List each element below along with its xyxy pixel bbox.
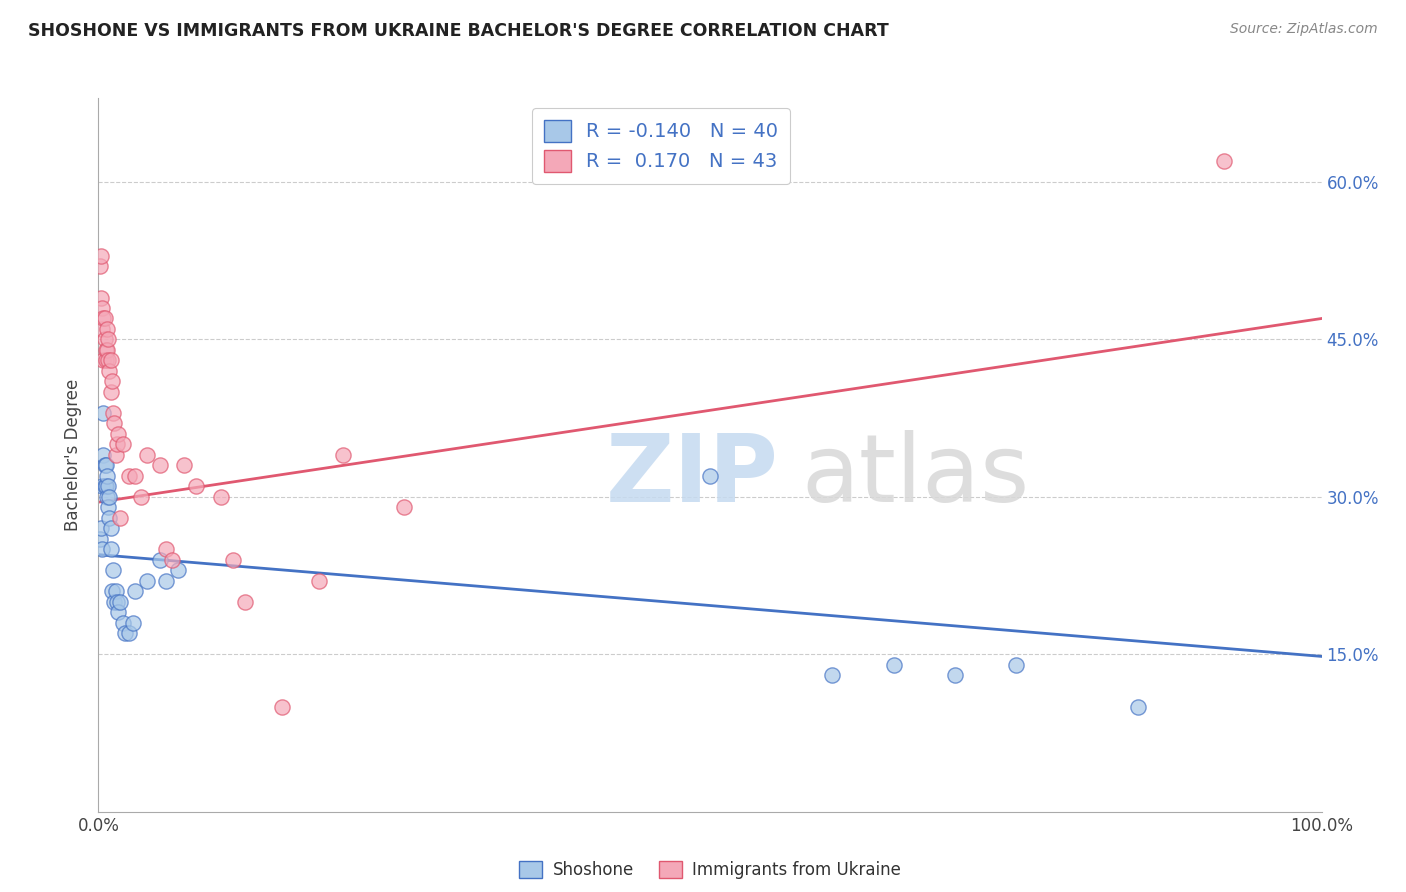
Point [883, 657, 905, 672]
Point [233, 595, 256, 609]
Legend: Shoshone, Immigrants from Ukraine: Shoshone, Immigrants from Ukraine [512, 854, 908, 886]
Point [111, 437, 134, 451]
Point [89, 259, 111, 273]
Point [124, 584, 146, 599]
Point [1212, 154, 1234, 169]
Point [121, 615, 143, 630]
Point [222, 553, 245, 567]
Point [155, 574, 177, 588]
Point [118, 469, 141, 483]
Point [149, 553, 172, 567]
Point [91, 353, 114, 368]
Point [100, 353, 122, 368]
Point [96, 490, 118, 504]
Point [96, 322, 118, 336]
Point [118, 626, 141, 640]
Point [91, 542, 114, 557]
Point [149, 458, 172, 473]
Text: atlas: atlas [801, 430, 1031, 523]
Point [332, 448, 354, 462]
Point [308, 574, 330, 588]
Point [1128, 699, 1150, 714]
Point [270, 699, 294, 714]
Point [96, 469, 118, 483]
Point [91, 301, 114, 315]
Point [124, 469, 146, 483]
Point [97, 479, 120, 493]
Point [90, 248, 112, 262]
Point [94, 479, 117, 493]
Text: ZIP: ZIP [606, 430, 779, 523]
Point [91, 322, 114, 336]
Point [392, 500, 416, 515]
Point [94, 343, 117, 357]
Point [100, 542, 122, 557]
Point [96, 343, 118, 357]
Point [91, 448, 114, 462]
Point [91, 479, 114, 493]
Point [136, 574, 159, 588]
Point [136, 448, 159, 462]
Point [103, 417, 125, 431]
Point [1004, 657, 1026, 672]
Point [93, 479, 115, 493]
Point [97, 353, 120, 368]
Point [129, 490, 152, 504]
Point [101, 563, 124, 577]
Point [101, 584, 124, 599]
Point [167, 563, 190, 577]
Point [101, 375, 124, 389]
Point [186, 479, 208, 493]
Point [98, 364, 121, 378]
Point [91, 311, 114, 326]
Point [107, 426, 129, 441]
Point [98, 490, 121, 504]
Point [93, 333, 115, 347]
Point [209, 490, 232, 504]
Point [110, 511, 132, 525]
Point [821, 668, 844, 682]
Point [155, 542, 177, 557]
Y-axis label: Bachelor's Degree: Bachelor's Degree [65, 379, 83, 531]
Point [90, 521, 112, 535]
Point [98, 511, 121, 525]
Point [173, 458, 195, 473]
Point [100, 521, 122, 535]
Point [110, 595, 132, 609]
Point [91, 406, 114, 420]
Point [107, 605, 129, 619]
Point [104, 584, 127, 599]
Point [97, 333, 120, 347]
Point [943, 668, 966, 682]
Point [97, 500, 120, 515]
Point [105, 437, 128, 451]
Point [90, 291, 112, 305]
Point [94, 458, 117, 473]
Point [114, 626, 136, 640]
Text: SHOSHONE VS IMMIGRANTS FROM UKRAINE BACHELOR'S DEGREE CORRELATION CHART: SHOSHONE VS IMMIGRANTS FROM UKRAINE BACH… [28, 22, 889, 40]
Point [93, 458, 115, 473]
Point [89, 532, 111, 546]
Point [103, 595, 125, 609]
Point [104, 448, 127, 462]
Point [105, 595, 128, 609]
Point [94, 353, 117, 368]
Point [160, 553, 183, 567]
Point [101, 406, 124, 420]
Point [93, 311, 115, 326]
Point [699, 469, 721, 483]
Point [100, 384, 122, 399]
Text: Source: ZipAtlas.com: Source: ZipAtlas.com [1230, 22, 1378, 37]
Point [111, 615, 134, 630]
